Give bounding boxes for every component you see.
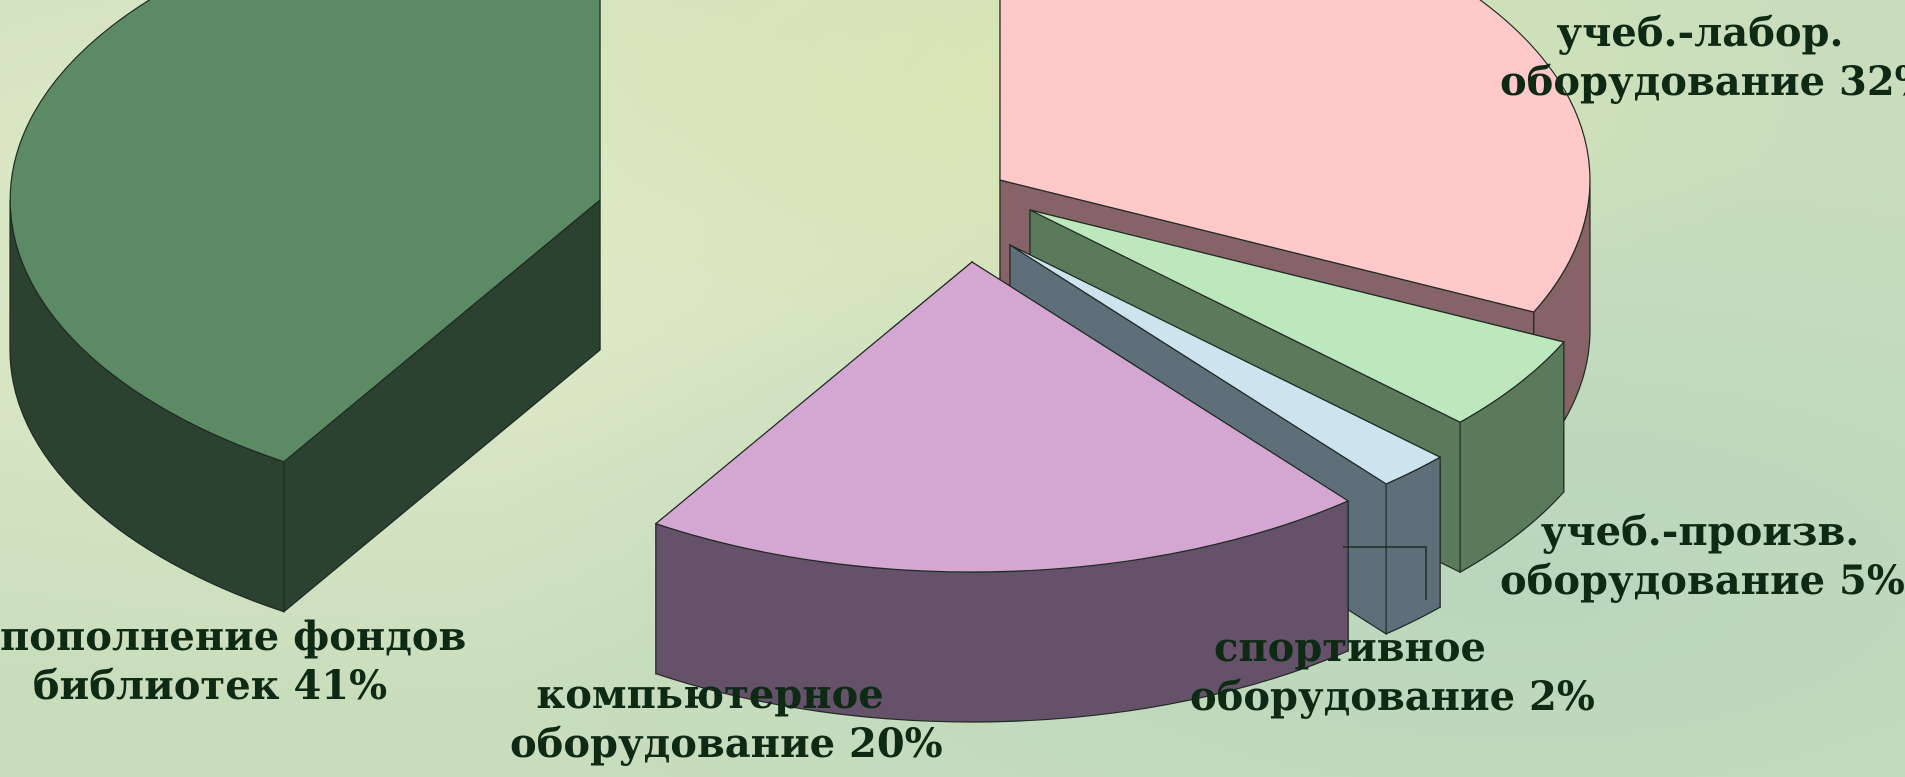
slice-lab-top <box>999 0 1591 313</box>
label-computer-equipment-line2: оборудование 20% <box>510 720 943 767</box>
label-computer-equipment-line1: компьютерное <box>536 671 884 718</box>
label-computer-equipment: компьютерное оборудование 20% <box>510 670 943 768</box>
label-production-equipment-line2: оборудование 5% <box>1500 557 1905 604</box>
pie-slice-library <box>9 0 601 613</box>
label-lab-equipment-line1: учеб.-лабор. <box>1556 9 1844 56</box>
slice-production-top <box>1029 209 1565 423</box>
slice-sport-side <box>1385 456 1441 635</box>
label-lab-equipment-line2: оборудование 32% <box>1500 58 1905 105</box>
label-sport-equipment-line2: оборудование 2% <box>1190 673 1595 720</box>
sport-label-leader-line <box>1343 546 1427 600</box>
label-library-funds: пополнение фондов библиотек 41% <box>0 612 467 710</box>
label-sport-equipment: спортивное оборудование 2% <box>1190 623 1595 721</box>
label-lab-equipment: учеб.-лабор. оборудование 32% <box>1500 8 1905 106</box>
pie-slice-computer <box>654 260 1350 723</box>
label-production-equipment: учеб.-произв. оборудование 5% <box>1500 507 1905 605</box>
slice-computer-top <box>654 261 1350 573</box>
label-production-equipment-line1: учеб.-произв. <box>1540 508 1860 555</box>
slice-sport-top <box>1009 244 1442 485</box>
label-library-funds-line2: библиотек 41% <box>32 662 388 709</box>
label-library-funds-line1: пополнение фондов <box>0 613 467 660</box>
label-sport-equipment-line1: спортивное <box>1214 624 1486 671</box>
slice-library-top <box>9 0 601 463</box>
